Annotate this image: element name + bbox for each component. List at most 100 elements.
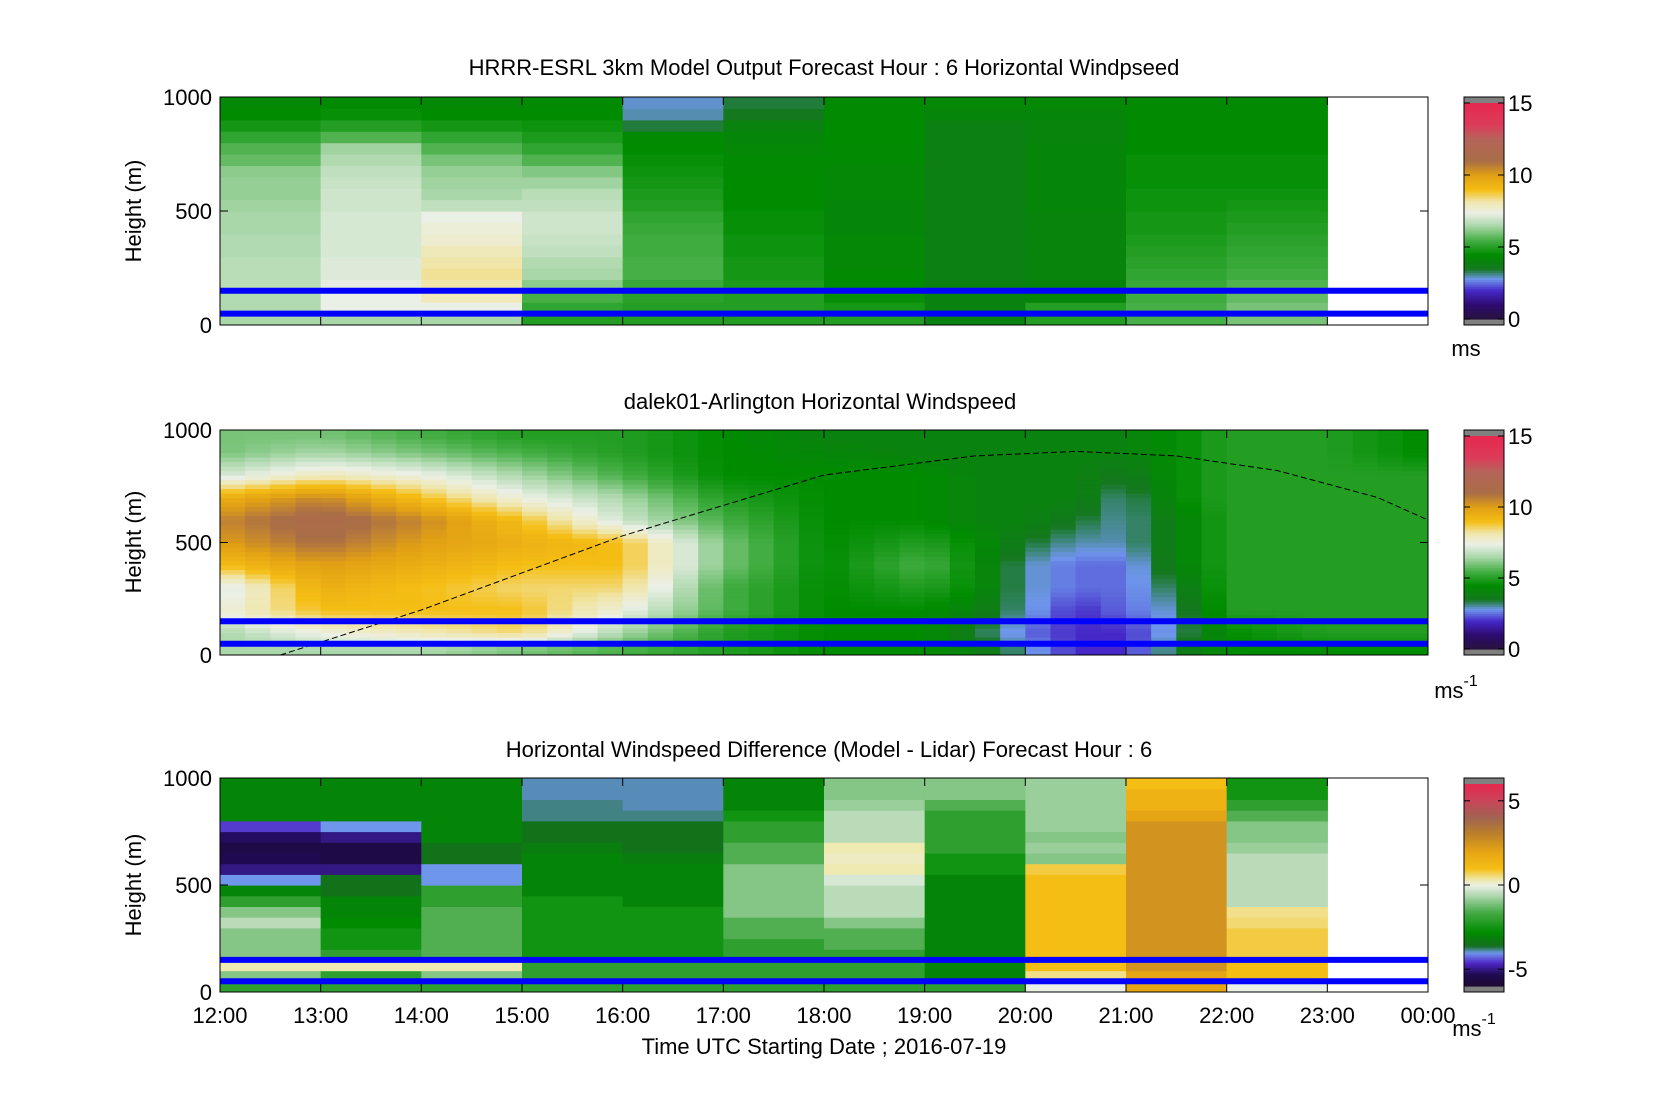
heatmap-cell: [1352, 511, 1379, 517]
heatmap-cell: [522, 587, 548, 593]
heatmap-cell: [1025, 511, 1052, 517]
heatmap-cell: [597, 479, 624, 485]
heatmap-cell: [446, 511, 473, 517]
heatmap-cell: [371, 466, 397, 472]
heatmap-cell: [975, 439, 1001, 445]
heatmap-cell: [245, 587, 271, 593]
heatmap-cell: [975, 434, 1001, 440]
heatmap-cell: [245, 430, 271, 436]
colorbar-segment: [1464, 158, 1504, 162]
heatmap-cell: [673, 479, 699, 485]
heatmap-cell: [572, 592, 599, 598]
heatmap-cell: [924, 551, 951, 557]
heatmap-cell: [773, 515, 800, 521]
heatmap-cell: [1100, 601, 1127, 607]
heatmap-cell: [1025, 529, 1052, 535]
colorbar-segment: [1464, 528, 1504, 531]
heatmap-cell: [295, 628, 322, 634]
heatmap-cell: [320, 511, 347, 517]
heatmap-cell: [446, 524, 473, 530]
heatmap-cell: [220, 632, 246, 638]
heatmap-cell: [1075, 439, 1102, 445]
heatmap-cell: [220, 443, 246, 449]
heatmap-cell: [798, 457, 825, 463]
heatmap-cell: [295, 466, 322, 472]
heatmap-cell: [396, 610, 422, 616]
heatmap-cell: [1050, 605, 1077, 611]
heatmap-cell: [622, 484, 649, 490]
heatmap-cell: [245, 439, 271, 445]
colorbar-segment: [1464, 473, 1504, 476]
heatmap-cell: [1000, 605, 1026, 611]
heatmap-cell: [698, 452, 724, 458]
heatmap-cell: [320, 448, 347, 454]
heatmap-cell: [522, 596, 548, 602]
heatmap-cell: [748, 524, 775, 530]
heatmap-cell: [874, 623, 901, 629]
heatmap-cell: [1402, 547, 1428, 553]
colorbar-segment: [1464, 103, 1504, 106]
heatmap-cell: [320, 154, 422, 166]
heatmap-cell: [396, 596, 422, 602]
heatmap-cell: [1025, 632, 1052, 638]
heatmap-cell: [924, 131, 1026, 144]
heatmap-cell: [1377, 475, 1404, 481]
heatmap-cell: [1126, 778, 1228, 790]
heatmap-cell: [1302, 506, 1328, 512]
heatmap-cell: [1025, 533, 1052, 539]
heatmap-cell: [1126, 484, 1152, 490]
heatmap-cell: [1277, 542, 1303, 548]
heatmap-cell: [1201, 538, 1228, 544]
heatmap-cell: [1151, 493, 1177, 499]
heatmap-cell: [698, 587, 724, 593]
colorbar-segment: [1464, 895, 1504, 898]
heatmap-cell: [824, 542, 850, 548]
heatmap-cell: [849, 578, 875, 584]
heatmap-cell: [1327, 646, 1354, 652]
heatmap-cell: [723, 434, 750, 440]
colorbar-segment: [1464, 969, 1504, 972]
heatmap-cell: [1226, 154, 1328, 166]
colorbar-segment: [1464, 515, 1504, 519]
heatmap-cell: [824, 863, 926, 875]
heatmap-cell: [1176, 560, 1203, 566]
heatmap-cell: [849, 511, 875, 517]
heatmap-cell: [547, 632, 573, 638]
heatmap-cell: [421, 479, 448, 485]
heatmap-cell: [1226, 587, 1253, 593]
heatmap-cell: [622, 475, 649, 481]
heatmap-cell: [1251, 551, 1278, 557]
heatmap-cell: [647, 614, 674, 620]
heatmap-cell: [824, 502, 850, 508]
heatmap-cell: [295, 538, 322, 544]
heatmap-cell: [1126, 970, 1228, 982]
heatmap-cell: [1025, 154, 1127, 166]
heatmap-cell: [1025, 199, 1127, 212]
colorbar-segment: [1464, 248, 1504, 252]
colorbar-segment: [1464, 304, 1504, 307]
heatmap-cell: [320, 614, 347, 620]
heatmap-cell: [320, 551, 347, 557]
heatmap-cell: [345, 650, 372, 655]
heatmap-cell: [1201, 628, 1228, 634]
heatmap-cell: [924, 874, 1026, 886]
heatmap-cell: [245, 457, 271, 463]
heatmap-cell: [270, 610, 297, 616]
heatmap-cell: [798, 646, 825, 652]
colorbar-segment: [1464, 869, 1504, 873]
heatmap-cell: [1226, 256, 1328, 269]
heatmap-cell: [522, 97, 624, 109]
heatmap-cell: [924, 142, 1026, 155]
heatmap-cell: [849, 538, 875, 544]
heatmap-cell: [1151, 488, 1177, 494]
heatmap-cell: [371, 506, 397, 512]
heatmap-cell: [320, 565, 347, 571]
heatmap-cell: [345, 506, 372, 512]
colorbar-segment: [1464, 620, 1504, 623]
heatmap-cell: [773, 587, 800, 593]
colorbar-segment: [1464, 191, 1504, 194]
heatmap-cell: [622, 565, 649, 571]
heatmap-cell: [220, 108, 322, 121]
heatmap-cell: [220, 245, 322, 258]
heatmap-cell: [522, 506, 548, 512]
